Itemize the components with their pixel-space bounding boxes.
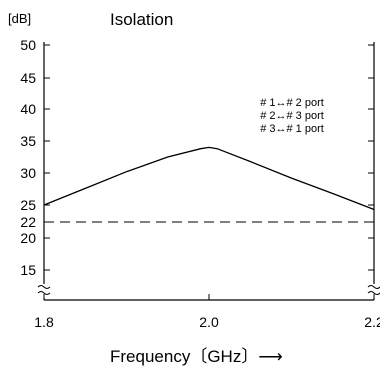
y-tick-label: 30 bbox=[20, 165, 36, 181]
legend-entry: # 2↔# 3 port bbox=[260, 110, 324, 122]
x-axis-label: Frequency〔GHz〕⟶ bbox=[110, 347, 283, 366]
axis-break-right-1 bbox=[367, 285, 380, 289]
legend: # 1↔# 2 port# 2↔# 3 port# 3↔# 1 port bbox=[260, 97, 324, 135]
y-tick-label: 20 bbox=[20, 230, 36, 246]
y-tick-label: 40 bbox=[20, 101, 36, 117]
axis-break-right-2 bbox=[367, 291, 380, 295]
y-tick-label: 35 bbox=[20, 133, 36, 149]
axes bbox=[37, 42, 380, 301]
isolation-curve bbox=[43, 146, 375, 211]
y-tick-label: 15 bbox=[20, 262, 36, 278]
y-tick-label: 50 bbox=[20, 37, 36, 53]
legend-entry: # 3↔# 1 port bbox=[260, 123, 324, 135]
y-tick-label: 22 bbox=[20, 214, 36, 230]
x-tick-label: 2.0 bbox=[199, 314, 219, 330]
legend-entry: # 1↔# 2 port bbox=[260, 97, 324, 109]
y-unit-label: [dB] bbox=[8, 11, 31, 26]
axis-break-left-2 bbox=[37, 291, 51, 295]
y-tick-label: 45 bbox=[20, 70, 36, 86]
axis-break-left-1 bbox=[37, 285, 51, 289]
x-tick-label: 1.8 bbox=[34, 314, 54, 330]
y-tick-label: 25 bbox=[20, 197, 36, 213]
chart-title: Isolation bbox=[110, 10, 173, 29]
x-tick-label: 2.2 bbox=[364, 314, 380, 330]
data-series bbox=[43, 146, 375, 223]
